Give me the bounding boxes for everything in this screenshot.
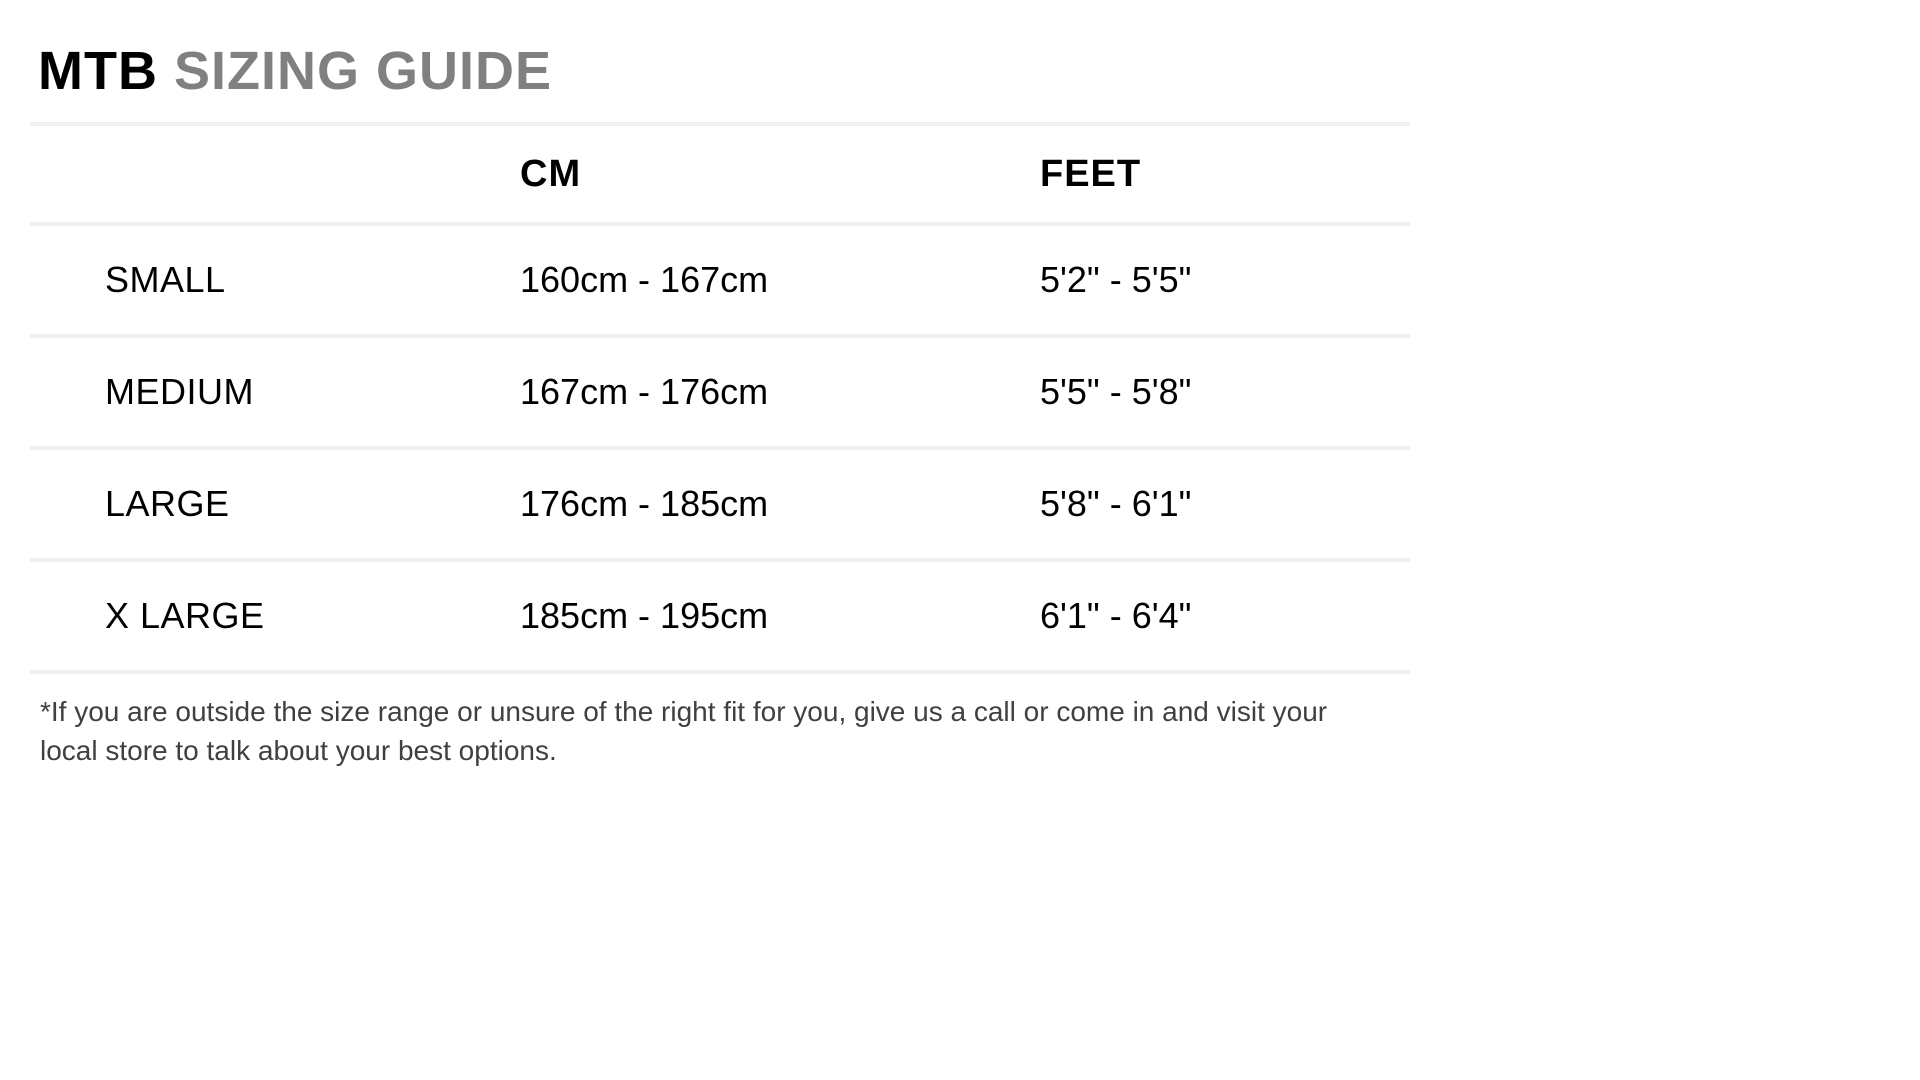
feet-value: 5'2" - 5'5" (1040, 259, 1410, 301)
sizing-table: CM FEET SMALL 160cm - 167cm 5'2" - 5'5" … (30, 126, 1410, 674)
page-title: MTB SIZING GUIDE (30, 40, 1410, 102)
cm-value: 160cm - 167cm (520, 259, 1040, 301)
size-label: X LARGE (30, 595, 520, 637)
table-row: X LARGE 185cm - 195cm 6'1" - 6'4" (30, 562, 1410, 674)
cm-value: 176cm - 185cm (520, 483, 1040, 525)
header-feet: FEET (1040, 153, 1410, 196)
header-cm: CM (520, 153, 1040, 196)
cm-value: 167cm - 176cm (520, 371, 1040, 413)
feet-value: 6'1" - 6'4" (1040, 595, 1410, 637)
table-header-row: CM FEET (30, 126, 1410, 226)
size-label: SMALL (30, 259, 520, 301)
table-row: MEDIUM 167cm - 176cm 5'5" - 5'8" (30, 338, 1410, 450)
size-label: LARGE (30, 483, 520, 525)
table-row: SMALL 160cm - 167cm 5'2" - 5'5" (30, 226, 1410, 338)
table-row: LARGE 176cm - 185cm 5'8" - 6'1" (30, 450, 1410, 562)
title-light: SIZING GUIDE (174, 41, 552, 101)
feet-value: 5'5" - 5'8" (1040, 371, 1410, 413)
cm-value: 185cm - 195cm (520, 595, 1040, 637)
footnote-text: *If you are outside the size range or un… (30, 692, 1410, 770)
feet-value: 5'8" - 6'1" (1040, 483, 1410, 525)
size-label: MEDIUM (30, 371, 520, 413)
title-bold: MTB (38, 41, 158, 101)
